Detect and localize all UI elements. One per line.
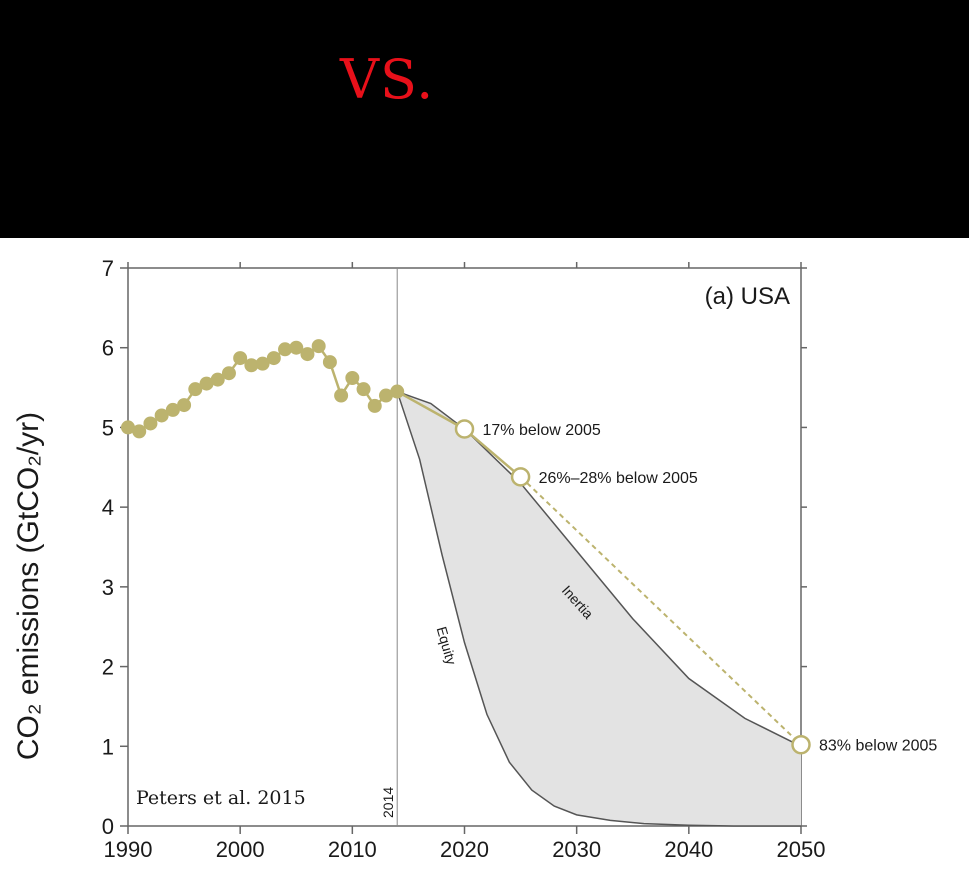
plot-layer: 2014 1990 2000 2010 2020 2030 2040 2050 0 1 2 3 4 5 6 7… <box>102 256 938 862</box>
pledge-line-segment <box>396 390 466 431</box>
historical-point <box>334 388 349 403</box>
historical-point <box>154 408 169 423</box>
historical-point <box>221 366 236 381</box>
y-tick-label: 1 <box>102 734 114 759</box>
historical-point <box>390 384 405 399</box>
historical-point <box>311 339 326 354</box>
equity-line <box>396 391 801 827</box>
historical-point <box>289 340 304 355</box>
y-tick-label: 0 <box>102 814 114 839</box>
y-tick-label: 4 <box>102 495 114 520</box>
shaded-range-area <box>397 391 801 826</box>
x-tick-label: 1990 <box>104 837 153 862</box>
x-tick-label: 2050 <box>777 837 826 862</box>
y-axis-label: CO₂ emissions (GtCO₂/yr) <box>12 412 45 760</box>
historical-point <box>300 347 315 362</box>
pledge-point-label: 17% below 2005 <box>483 422 601 439</box>
panel-label: (a) USA <box>705 283 790 310</box>
pledge-point-label: 26%–28% below 2005 <box>539 470 698 487</box>
pledge-point <box>510 467 531 487</box>
pledge-point-label: 83% below 2005 <box>819 738 937 755</box>
vs-text: VS. <box>340 48 435 111</box>
x-tick-label: 2030 <box>552 837 601 862</box>
historical-point <box>233 351 248 366</box>
historical-point <box>132 424 147 439</box>
emissions-chart: 2014 1990 2000 2010 2020 2030 2040 2050 0 1 2 3 4 5 6 7… <box>12 256 938 862</box>
y-tick-label: 2 <box>102 655 114 680</box>
y-tick-label: 6 <box>102 336 114 361</box>
historical-point <box>188 382 203 397</box>
y-tick-label: 7 <box>102 256 114 281</box>
pledge-dashed-line <box>519 476 802 746</box>
historical-point <box>322 355 337 370</box>
year-2014-marker-label: 2014 <box>380 787 396 818</box>
x-tick-label: 2040 <box>664 837 713 862</box>
historical-point <box>345 371 360 386</box>
historical-point <box>210 372 225 387</box>
historical-point <box>356 382 371 397</box>
credit-text: Peters et al. 2015 <box>136 787 306 809</box>
historical-point <box>266 351 281 366</box>
x-tick-label: 2000 <box>216 837 265 862</box>
pledge-line-segment <box>463 428 522 478</box>
pledge-point <box>791 734 811 755</box>
title-banner: VS. <box>0 0 969 238</box>
inertia-line <box>396 390 802 747</box>
pledge-point <box>454 419 475 439</box>
historical-point <box>177 398 192 413</box>
x-tick-label: 2020 <box>440 837 489 862</box>
y-tick-label: 5 <box>102 415 114 440</box>
historical-point <box>143 416 158 431</box>
historical-point <box>367 398 382 413</box>
y-tick-label: 3 <box>102 575 114 600</box>
x-tick-label: 2010 <box>328 837 377 862</box>
historical-point <box>255 356 270 371</box>
